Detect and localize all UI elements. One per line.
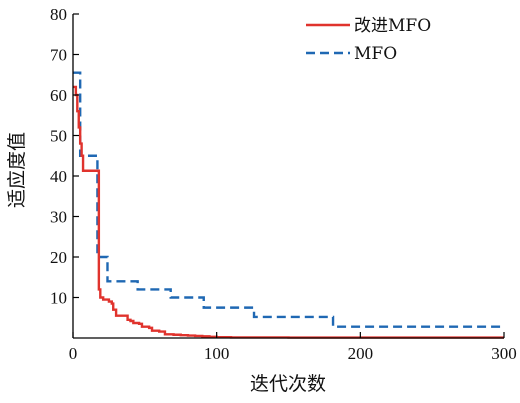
series-line-improved-mfo bbox=[73, 85, 504, 339]
y-tick-label: 50 bbox=[50, 127, 67, 146]
y-tick-label: 60 bbox=[50, 86, 67, 105]
y-tick-label: 70 bbox=[50, 46, 67, 65]
x-tick-label: 100 bbox=[204, 344, 230, 363]
series-line-mfo bbox=[73, 71, 504, 328]
plot-area bbox=[73, 71, 504, 339]
y-tick-label: 30 bbox=[50, 208, 67, 227]
x-tick-label: 200 bbox=[348, 344, 374, 363]
y-axis-title: 适应度值 bbox=[6, 132, 28, 208]
x-tick-label: 0 bbox=[69, 344, 78, 363]
axes bbox=[72, 13, 505, 339]
y-tick-label: 40 bbox=[50, 167, 67, 186]
legend: 改进MFO MFO bbox=[306, 16, 431, 64]
legend-label-mfo: MFO bbox=[354, 44, 397, 64]
x-tick-label: 300 bbox=[491, 344, 517, 363]
tick-labels: 10 20 30 40 50 60 70 80 0 100 200 300 bbox=[50, 5, 517, 363]
y-tick-label: 10 bbox=[50, 289, 67, 308]
y-tick-label: 20 bbox=[50, 248, 67, 267]
y-tick-label: 80 bbox=[50, 5, 67, 24]
legend-label-improved-mfo: 改进MFO bbox=[354, 16, 431, 36]
x-axis-title: 迭代次数 bbox=[250, 373, 326, 395]
